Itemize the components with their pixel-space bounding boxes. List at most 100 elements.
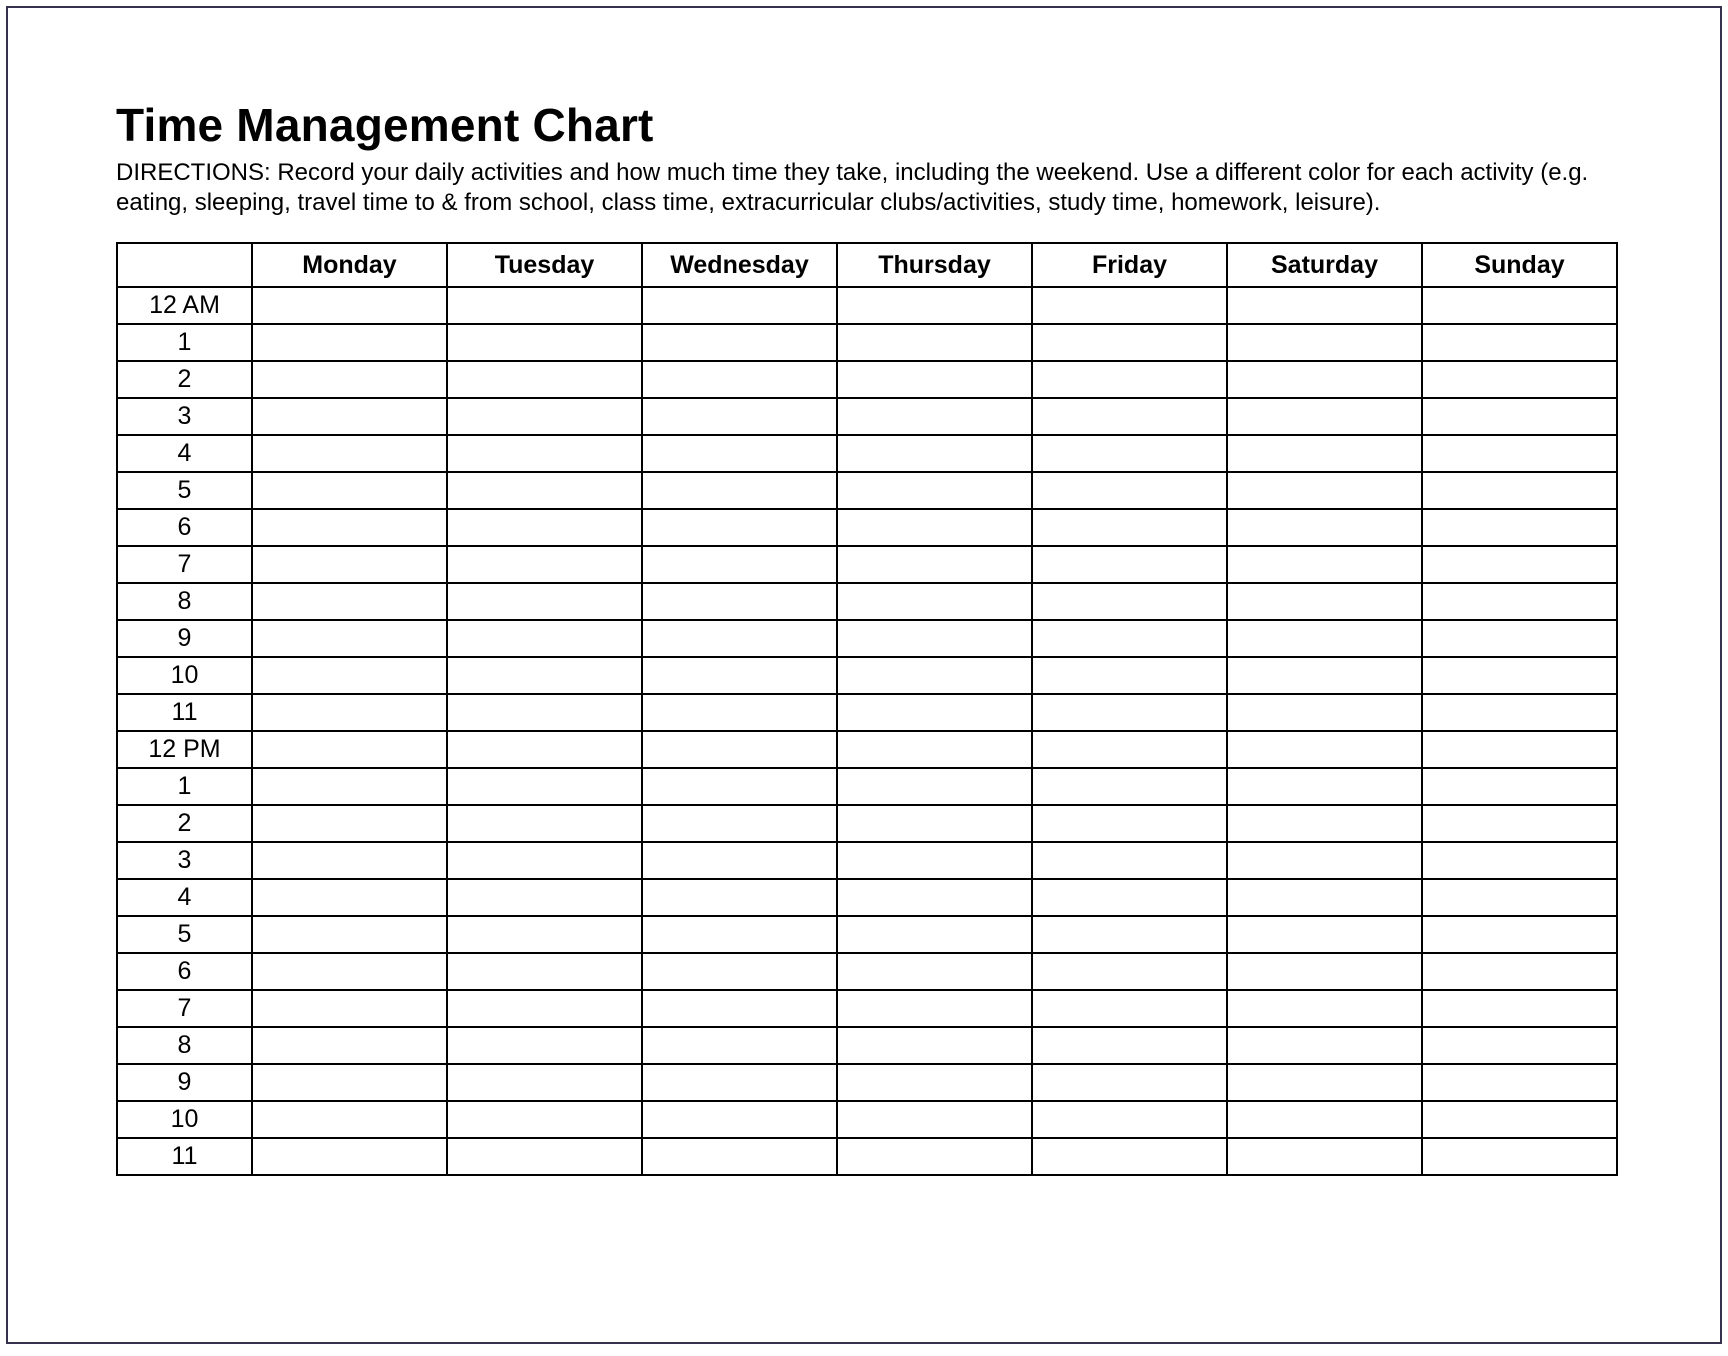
activity-cell[interactable] — [837, 620, 1032, 657]
activity-cell[interactable] — [252, 361, 447, 398]
activity-cell[interactable] — [1422, 620, 1617, 657]
activity-cell[interactable] — [252, 879, 447, 916]
activity-cell[interactable] — [1032, 953, 1227, 990]
activity-cell[interactable] — [447, 583, 642, 620]
activity-cell[interactable] — [447, 990, 642, 1027]
activity-cell[interactable] — [642, 879, 837, 916]
activity-cell[interactable] — [252, 657, 447, 694]
activity-cell[interactable] — [447, 731, 642, 768]
activity-cell[interactable] — [1032, 768, 1227, 805]
activity-cell[interactable] — [447, 620, 642, 657]
activity-cell[interactable] — [837, 731, 1032, 768]
activity-cell[interactable] — [1227, 620, 1422, 657]
activity-cell[interactable] — [252, 731, 447, 768]
activity-cell[interactable] — [642, 583, 837, 620]
activity-cell[interactable] — [1032, 694, 1227, 731]
activity-cell[interactable] — [1227, 509, 1422, 546]
activity-cell[interactable] — [1422, 546, 1617, 583]
activity-cell[interactable] — [447, 953, 642, 990]
activity-cell[interactable] — [837, 472, 1032, 509]
activity-cell[interactable] — [1422, 1064, 1617, 1101]
activity-cell[interactable] — [1422, 842, 1617, 879]
activity-cell[interactable] — [252, 472, 447, 509]
activity-cell[interactable] — [837, 509, 1032, 546]
activity-cell[interactable] — [1227, 990, 1422, 1027]
activity-cell[interactable] — [837, 1027, 1032, 1064]
activity-cell[interactable] — [642, 990, 837, 1027]
activity-cell[interactable] — [837, 953, 1032, 990]
activity-cell[interactable] — [1032, 805, 1227, 842]
activity-cell[interactable] — [837, 546, 1032, 583]
activity-cell[interactable] — [252, 694, 447, 731]
activity-cell[interactable] — [1032, 1064, 1227, 1101]
activity-cell[interactable] — [1227, 805, 1422, 842]
activity-cell[interactable] — [1032, 731, 1227, 768]
activity-cell[interactable] — [1422, 1101, 1617, 1138]
activity-cell[interactable] — [1032, 1027, 1227, 1064]
activity-cell[interactable] — [642, 1101, 837, 1138]
activity-cell[interactable] — [447, 1138, 642, 1175]
activity-cell[interactable] — [447, 287, 642, 324]
activity-cell[interactable] — [1032, 472, 1227, 509]
activity-cell[interactable] — [1422, 953, 1617, 990]
activity-cell[interactable] — [1422, 1138, 1617, 1175]
activity-cell[interactable] — [1422, 990, 1617, 1027]
activity-cell[interactable] — [642, 768, 837, 805]
activity-cell[interactable] — [837, 657, 1032, 694]
activity-cell[interactable] — [1227, 324, 1422, 361]
activity-cell[interactable] — [252, 953, 447, 990]
activity-cell[interactable] — [447, 879, 642, 916]
activity-cell[interactable] — [1227, 1064, 1422, 1101]
activity-cell[interactable] — [1032, 324, 1227, 361]
activity-cell[interactable] — [837, 694, 1032, 731]
activity-cell[interactable] — [447, 916, 642, 953]
activity-cell[interactable] — [1422, 694, 1617, 731]
activity-cell[interactable] — [1032, 657, 1227, 694]
activity-cell[interactable] — [642, 1027, 837, 1064]
activity-cell[interactable] — [1227, 731, 1422, 768]
activity-cell[interactable] — [837, 1138, 1032, 1175]
activity-cell[interactable] — [642, 287, 837, 324]
activity-cell[interactable] — [252, 805, 447, 842]
activity-cell[interactable] — [837, 361, 1032, 398]
activity-cell[interactable] — [1227, 398, 1422, 435]
activity-cell[interactable] — [447, 1064, 642, 1101]
activity-cell[interactable] — [1032, 287, 1227, 324]
activity-cell[interactable] — [447, 805, 642, 842]
activity-cell[interactable] — [1032, 361, 1227, 398]
activity-cell[interactable] — [252, 1027, 447, 1064]
activity-cell[interactable] — [1227, 287, 1422, 324]
activity-cell[interactable] — [252, 583, 447, 620]
activity-cell[interactable] — [837, 916, 1032, 953]
activity-cell[interactable] — [642, 1138, 837, 1175]
activity-cell[interactable] — [1422, 324, 1617, 361]
activity-cell[interactable] — [252, 1064, 447, 1101]
activity-cell[interactable] — [252, 287, 447, 324]
activity-cell[interactable] — [1227, 361, 1422, 398]
activity-cell[interactable] — [642, 509, 837, 546]
activity-cell[interactable] — [642, 953, 837, 990]
activity-cell[interactable] — [1227, 953, 1422, 990]
activity-cell[interactable] — [252, 620, 447, 657]
activity-cell[interactable] — [642, 805, 837, 842]
activity-cell[interactable] — [447, 435, 642, 472]
activity-cell[interactable] — [642, 620, 837, 657]
activity-cell[interactable] — [837, 842, 1032, 879]
activity-cell[interactable] — [447, 842, 642, 879]
activity-cell[interactable] — [447, 1027, 642, 1064]
activity-cell[interactable] — [1227, 694, 1422, 731]
activity-cell[interactable] — [1032, 620, 1227, 657]
activity-cell[interactable] — [447, 694, 642, 731]
activity-cell[interactable] — [642, 657, 837, 694]
activity-cell[interactable] — [252, 768, 447, 805]
activity-cell[interactable] — [1032, 842, 1227, 879]
activity-cell[interactable] — [837, 768, 1032, 805]
activity-cell[interactable] — [1227, 1101, 1422, 1138]
activity-cell[interactable] — [1227, 916, 1422, 953]
activity-cell[interactable] — [837, 324, 1032, 361]
activity-cell[interactable] — [642, 472, 837, 509]
activity-cell[interactable] — [1227, 472, 1422, 509]
activity-cell[interactable] — [1032, 398, 1227, 435]
activity-cell[interactable] — [1227, 879, 1422, 916]
activity-cell[interactable] — [1227, 842, 1422, 879]
